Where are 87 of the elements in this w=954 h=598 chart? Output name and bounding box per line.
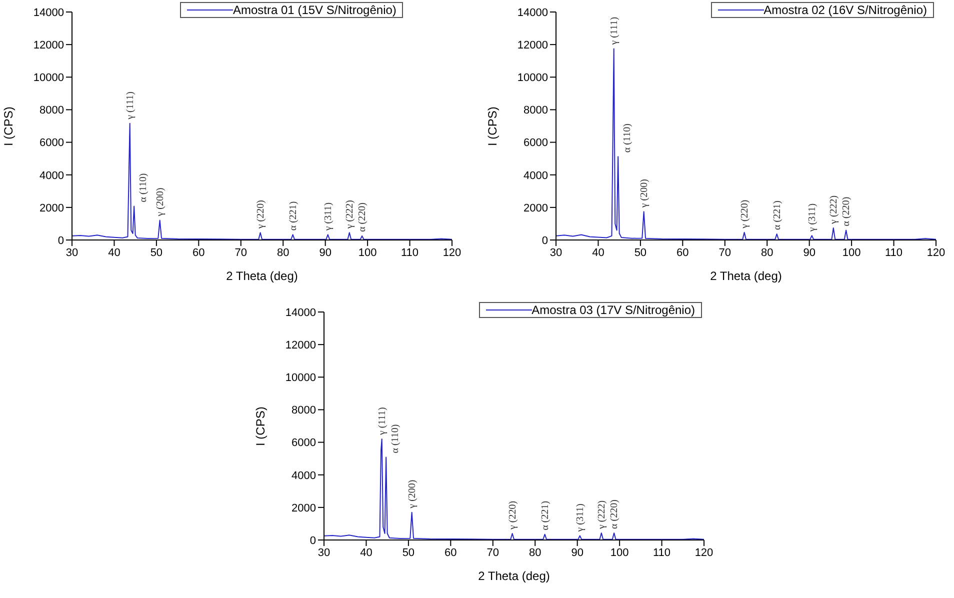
x-tick-label: 60	[676, 246, 689, 259]
y-tick-label: 12000	[517, 39, 548, 52]
y-tick-label: 14000	[517, 6, 548, 19]
x-tick-label: 60	[192, 246, 205, 259]
x-tick-label: 70	[718, 246, 732, 259]
annotation: α (221)	[540, 500, 551, 530]
x-tick-label: 50	[150, 246, 163, 259]
annotation: α (221)	[288, 201, 299, 231]
x-tick-label: 80	[276, 246, 290, 259]
annotation: γ (200)	[406, 480, 418, 510]
x-tick-label: 30	[318, 546, 330, 559]
y-tick-label: 4000	[292, 470, 316, 482]
legend-label: Amostra 02 (16V S/Nitrogênio)	[764, 3, 927, 17]
legend-label: Amostra 01 (15V S/Nitrogênio)	[233, 3, 396, 17]
x-tick-label: 100	[842, 246, 861, 259]
y-tick-label: 2000	[524, 202, 548, 214]
x-tick-label: 90	[803, 246, 816, 259]
annotation: α (110)	[622, 124, 634, 153]
legend-label: Amostra 03 (17V S/Nitrogênio)	[532, 303, 695, 317]
x-tick-label: 90	[319, 246, 332, 259]
y-tick-label: 0	[58, 234, 64, 247]
y-tick-label: 4000	[524, 170, 548, 182]
x-tick-label: 110	[885, 246, 903, 259]
y-tick-label: 8000	[524, 104, 548, 117]
annotation: α (220)	[609, 500, 620, 529]
annotation: α (221)	[772, 200, 783, 230]
x-tick-label: 40	[360, 546, 372, 559]
y-tick-label: 12000	[33, 39, 64, 52]
y-tick-label: 8000	[40, 104, 64, 117]
annotation: γ (311)	[322, 202, 334, 232]
y-tick-label: 0	[542, 234, 548, 247]
x-axis-title: 2 Theta (deg)	[478, 569, 550, 583]
annotation: γ (222)	[596, 500, 608, 530]
y-tick-label: 6000	[524, 137, 548, 150]
x-tick-label: 120	[694, 546, 714, 559]
x-tick-label: 40	[592, 246, 604, 259]
y-axis-title: I (CPS)	[1, 106, 16, 146]
y-tick-label: 14000	[285, 306, 316, 319]
x-tick-label: 100	[610, 546, 629, 559]
annotation: γ (111)	[376, 407, 388, 436]
annotation: α (220)	[841, 196, 852, 226]
x-tick-label: 110	[653, 546, 671, 559]
x-axis-title: 2 Theta (deg)	[710, 269, 782, 283]
x-tick-label: 120	[442, 246, 462, 259]
annotation: α (110)	[138, 173, 150, 202]
annotation: γ (200)	[154, 188, 166, 218]
x-tick-label: 40	[108, 246, 120, 259]
y-tick-label: 4000	[40, 170, 64, 182]
x-tick-label: 100	[358, 246, 377, 259]
y-tick-label: 2000	[40, 202, 64, 214]
x-axis-title: 2 Theta (deg)	[226, 269, 298, 283]
x-tick-label: 80	[528, 546, 542, 559]
annotation: γ (220)	[255, 200, 266, 230]
annotation: γ (220)	[739, 200, 750, 230]
annotation: γ (222)	[344, 200, 356, 230]
annotation: γ (222)	[828, 195, 840, 225]
x-tick-label: 30	[550, 246, 562, 259]
x-tick-label: 90	[571, 546, 584, 559]
y-tick-label: 6000	[40, 137, 64, 150]
annotation: γ (311)	[574, 504, 586, 533]
y-tick-label: 6000	[292, 437, 316, 450]
annotation: γ (111)	[124, 92, 136, 120]
y-axis-title: I (CPS)	[253, 406, 268, 446]
y-tick-label: 2000	[292, 502, 316, 514]
y-axis-title: I (CPS)	[485, 106, 500, 146]
x-tick-label: 110	[401, 246, 419, 259]
x-tick-label: 120	[926, 246, 946, 259]
x-tick-label: 60	[444, 546, 457, 559]
x-tick-label: 80	[760, 246, 774, 259]
y-tick-label: 10000	[285, 372, 316, 384]
x-tick-label: 70	[234, 246, 248, 259]
x-tick-label: 50	[634, 246, 647, 259]
y-tick-label: 14000	[33, 6, 64, 19]
annotation: α (220)	[357, 202, 368, 232]
y-tick-label: 12000	[285, 339, 316, 352]
y-tick-label: 8000	[292, 404, 316, 417]
x-tick-label: 70	[486, 546, 500, 559]
x-tick-label: 30	[66, 246, 78, 259]
annotation: γ (200)	[638, 179, 650, 209]
y-tick-label: 0	[310, 534, 316, 547]
annotation: α (110)	[390, 424, 402, 454]
annotation: γ (311)	[806, 203, 818, 233]
x-tick-label: 50	[402, 546, 415, 559]
annotation: γ (220)	[507, 500, 518, 530]
y-tick-label: 10000	[33, 72, 64, 84]
annotation: γ (111)	[608, 16, 620, 46]
y-tick-label: 10000	[517, 72, 548, 84]
